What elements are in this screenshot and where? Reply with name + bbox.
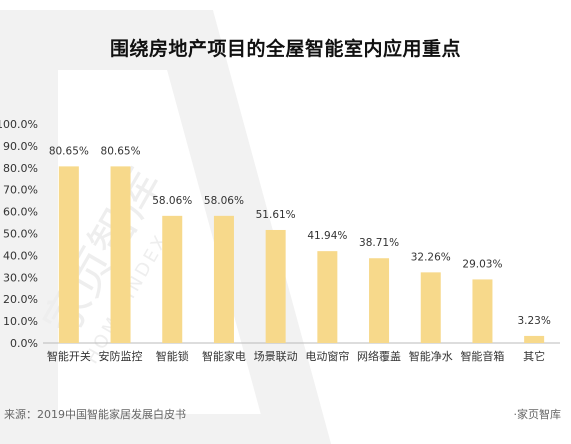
x-tick-label: 安防监控 xyxy=(99,349,143,363)
x-tick-label: 其它 xyxy=(523,349,545,363)
data-label: 80.65% xyxy=(49,145,89,157)
data-label: 29.03% xyxy=(462,258,502,270)
bar xyxy=(162,215,183,343)
chart-title: 围绕房地产项目的全屋智能室内应用重点 xyxy=(109,38,461,60)
bar xyxy=(420,272,441,343)
y-tick-label: 40.0% xyxy=(3,249,38,262)
data-label: 80.65% xyxy=(101,145,141,157)
x-tick-label: 智能锁 xyxy=(156,349,189,363)
x-tick-label: 网络覆盖 xyxy=(357,349,401,363)
y-tick-label: 20.0% xyxy=(3,293,38,306)
data-label: 58.06% xyxy=(204,195,244,207)
y-tick-label: 0.0% xyxy=(10,337,38,350)
y-tick-label: 80.0% xyxy=(3,162,38,175)
data-label: 3.23% xyxy=(517,315,550,327)
y-tick-label: 10.0% xyxy=(3,315,38,328)
x-tick-label: 场景联动 xyxy=(254,349,298,363)
bar xyxy=(472,279,493,343)
x-tick-label: 电动窗帘 xyxy=(305,349,349,363)
y-tick-label: 50.0% xyxy=(3,228,38,241)
data-label: 51.61% xyxy=(256,209,296,221)
y-tick-label: 70.0% xyxy=(3,184,38,197)
data-label: 41.94% xyxy=(307,230,347,242)
bar xyxy=(524,335,545,343)
bar xyxy=(317,251,338,343)
x-tick-label: 智能净水 xyxy=(409,349,453,363)
source-note: 来源：2019中国智能家居发展白皮书 xyxy=(4,408,186,421)
bar xyxy=(110,166,131,343)
data-label: 38.71% xyxy=(359,237,399,249)
x-tick-label: 智能音箱 xyxy=(460,349,504,363)
brand-label: ·家页智库 xyxy=(513,408,562,421)
bar xyxy=(369,258,390,343)
data-label: 58.06% xyxy=(152,195,192,207)
bar xyxy=(58,166,79,343)
x-tick-label: 智能家电 xyxy=(202,349,246,363)
data-label: 32.26% xyxy=(411,251,451,263)
y-tick-label: 60.0% xyxy=(3,206,38,219)
y-tick-label: 100.0% xyxy=(0,118,38,131)
bar xyxy=(265,229,286,343)
y-tick-label: 30.0% xyxy=(3,271,38,284)
bar xyxy=(213,215,234,343)
x-tick-label: 智能开关 xyxy=(47,349,91,363)
y-tick-label: 90.0% xyxy=(3,140,38,153)
